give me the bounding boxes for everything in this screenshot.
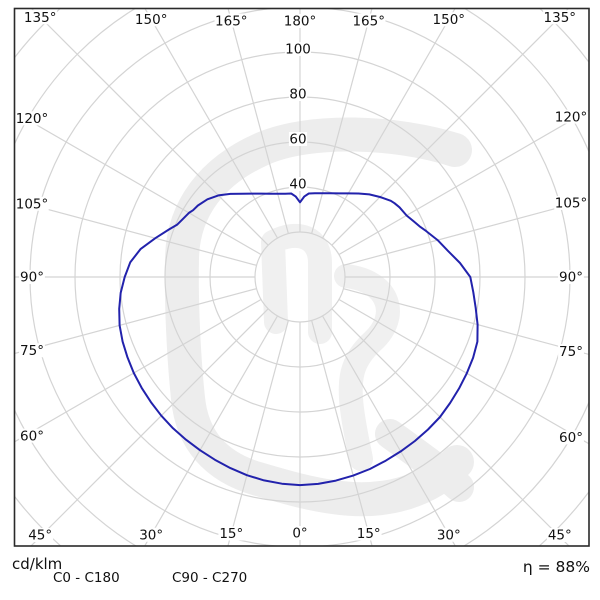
axis-labels: 40 60 80 100 0° 15° 15° 30° 30° 45° 45° 60° 60° 75° 75… [15, 10, 588, 544]
svg-text:60°: 60° [20, 428, 44, 444]
efficiency-label: η = 88% [522, 558, 590, 576]
svg-text:100: 100 [285, 42, 311, 58]
svg-text:165°: 165° [215, 13, 248, 29]
svg-text:75°: 75° [559, 344, 583, 360]
svg-text:60°: 60° [559, 430, 583, 446]
svg-text:165°: 165° [352, 13, 385, 29]
svg-text:180°: 180° [284, 14, 317, 30]
svg-text:40: 40 [289, 177, 306, 193]
svg-text:150°: 150° [135, 12, 168, 28]
svg-text:30°: 30° [139, 527, 163, 543]
svg-text:80: 80 [289, 87, 306, 103]
legend-label-c0: C0 - C180 [53, 570, 120, 586]
svg-text:15°: 15° [219, 526, 243, 542]
svg-text:0°: 0° [292, 526, 307, 542]
svg-text:90°: 90° [559, 270, 583, 286]
svg-text:45°: 45° [548, 528, 572, 544]
svg-text:120°: 120° [16, 111, 49, 127]
svg-text:135°: 135° [544, 10, 577, 26]
svg-text:30°: 30° [437, 527, 461, 543]
legend-line-c90-icon [129, 578, 167, 580]
svg-text:120°: 120° [555, 109, 588, 125]
watermark-logo [164, 117, 474, 517]
intensity-curve-c90-c270 [118, 192, 479, 487]
svg-text:135°: 135° [24, 10, 57, 26]
svg-text:60: 60 [289, 132, 306, 148]
legend-line-c0-icon [10, 578, 48, 580]
plot-border [13, 7, 590, 547]
svg-text:75°: 75° [20, 343, 44, 359]
units-label: cd/klm [12, 555, 63, 573]
svg-text:90°: 90° [20, 270, 44, 286]
svg-text:150°: 150° [433, 12, 466, 28]
svg-text:105°: 105° [555, 196, 588, 212]
svg-text:15°: 15° [357, 526, 381, 542]
svg-text:105°: 105° [16, 196, 49, 212]
legend-label-c90: C90 - C270 [172, 570, 248, 586]
svg-text:45°: 45° [28, 528, 52, 544]
